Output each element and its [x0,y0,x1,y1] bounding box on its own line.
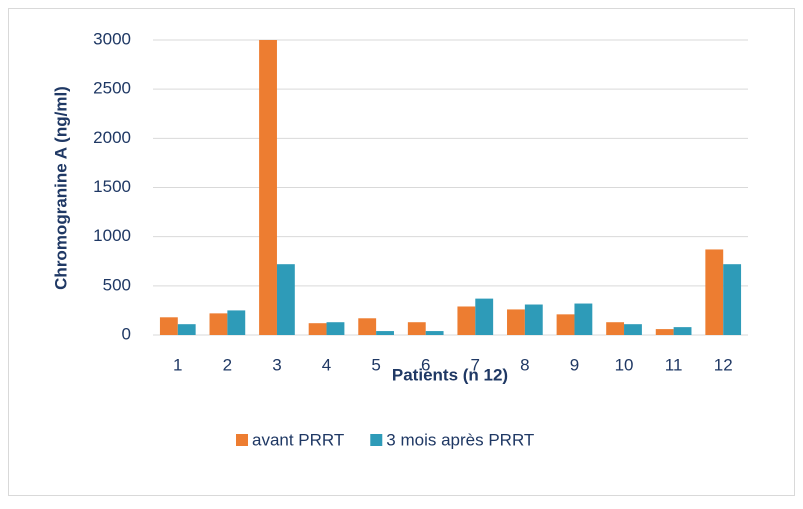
bar [507,309,525,335]
bar [425,331,444,335]
bar [723,264,742,335]
bar [606,322,625,335]
x-tick-label: 4 [322,355,331,374]
bar [177,324,196,335]
x-tick-label: 9 [570,355,579,374]
bar [227,310,246,335]
y-tick-label: 1500 [93,177,131,196]
x-tick-label: 2 [223,355,232,374]
x-axis-title: Patients (n 12) [392,365,508,384]
bar [556,314,575,335]
y-tick-label: 2500 [93,79,131,98]
bar [524,304,543,335]
bar [407,322,426,335]
bar [326,322,345,335]
legend-swatch [236,434,248,446]
x-tick-label: 7 [471,355,480,374]
x-tick-label: 8 [520,355,529,374]
bar [159,317,178,335]
bar [655,329,674,335]
x-tick-label: 3 [272,355,281,374]
x-tick-label: 6 [421,355,430,374]
bar [705,249,724,335]
bar [276,264,295,335]
x-tick-label: 11 [665,355,683,374]
bar [574,303,593,335]
y-tick-label: 500 [103,275,131,294]
bar [308,323,327,335]
bar [475,298,494,335]
legend-label: 3 mois après PRRT [386,430,534,449]
bar [457,306,476,335]
legend-label: avant PRRT [252,430,344,449]
bar [376,331,394,335]
bar [259,40,277,335]
y-tick-label: 1000 [93,226,131,245]
bar [358,318,377,335]
legend-swatch [370,434,383,446]
bar [209,313,228,335]
bar [624,324,642,335]
bar [673,327,692,335]
y-tick-label: 0 [122,324,131,343]
y-tick-label: 3000 [93,29,131,48]
y-tick-label: 2000 [93,128,131,147]
y-axis-title: Chromogranine A (ng/ml) [51,86,70,290]
x-tick-label: 10 [615,355,634,374]
x-tick-label: 1 [173,355,182,374]
x-tick-label: 12 [714,355,733,374]
x-tick-label: 5 [371,355,380,374]
